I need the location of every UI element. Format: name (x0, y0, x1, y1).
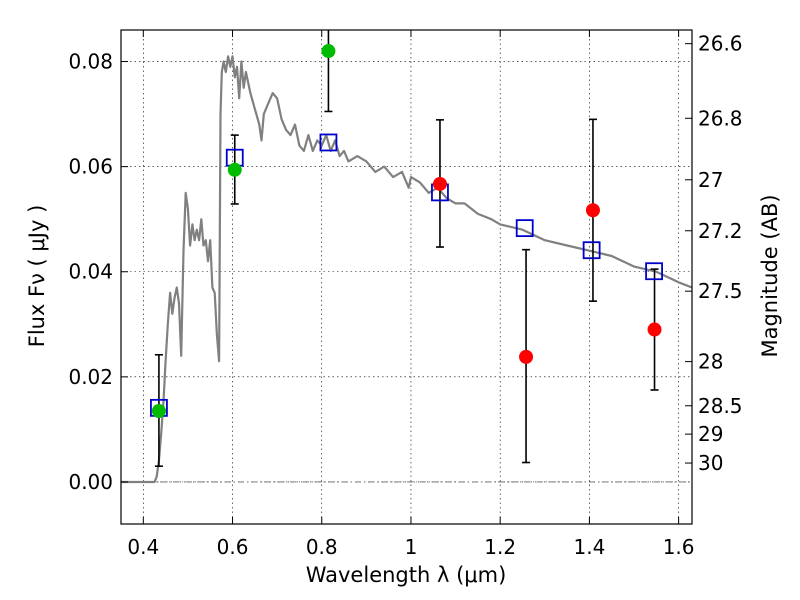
right-tick-label: 28 (698, 350, 723, 374)
red-data-point (432, 176, 447, 191)
x-tick-label: 1.4 (573, 535, 605, 559)
x-tick-label: 1.2 (484, 535, 516, 559)
model-photometry-square (515, 219, 534, 238)
x-tick-label: 1 (405, 535, 418, 559)
right-tick-label: 26.8 (698, 106, 743, 130)
green-data-point (227, 162, 242, 177)
right-tick-label: 26.6 (698, 32, 743, 56)
ticks: 0.4 0.6 0.8 1 1.2 1.4 1.6 0.00 0.02 0.04 0.06 0.08 2… (68, 30, 743, 559)
x-tick-label: 0.6 (217, 535, 249, 559)
right-tick-label: 27.5 (698, 279, 743, 303)
x-axis-label: Wavelength λ (μm) (306, 563, 507, 587)
y-tick-label: 0.06 (68, 155, 113, 179)
model-sed-curve (121, 55, 693, 484)
right-tick-label: 30 (698, 451, 723, 475)
model-photometry-square (582, 241, 601, 260)
right-axis-label: Magnitude (AB) (758, 194, 782, 357)
y-tick-label: 0.08 (68, 50, 113, 74)
model-sed-line (121, 55, 693, 484)
grid-lines (121, 30, 692, 524)
x-tick-label: 1.6 (663, 535, 695, 559)
x-tick-label: 0.4 (127, 535, 159, 559)
right-tick-label: 29 (698, 422, 723, 446)
markers (150, 44, 663, 419)
model-photometry-square (645, 262, 663, 281)
model-photometry-square (319, 133, 338, 152)
y-tick-label: 0.00 (68, 470, 113, 494)
red-data-point (519, 349, 534, 364)
plot-frame (120, 29, 693, 525)
y-tick-label: 0.02 (68, 365, 113, 389)
green-data-point (151, 404, 166, 419)
right-tick-label: 27 (698, 168, 723, 192)
y-tick-label: 0.04 (68, 260, 113, 284)
right-tick-label: 28.5 (698, 394, 743, 418)
red-data-point (585, 203, 600, 218)
red-data-point (647, 322, 662, 337)
y-axis-label: Flux Fν ( μJy ) (25, 205, 49, 348)
right-tick-label: 27.2 (698, 219, 743, 243)
x-tick-label: 0.8 (306, 535, 338, 559)
green-data-point (321, 44, 336, 59)
